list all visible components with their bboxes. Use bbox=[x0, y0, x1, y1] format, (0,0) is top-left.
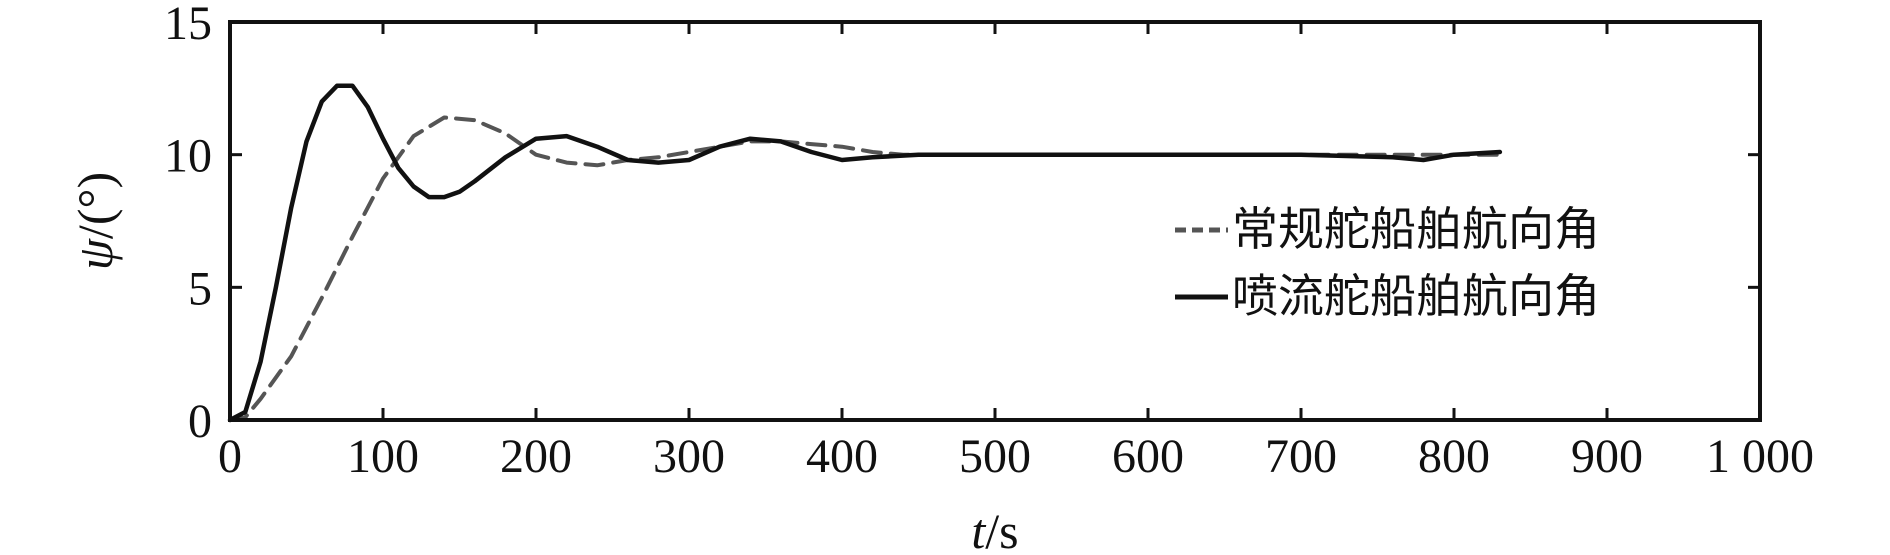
x-tick-label-500: 500 bbox=[959, 430, 1031, 483]
x-tick-label-100: 100 bbox=[347, 430, 419, 483]
x-tick-label-800: 800 bbox=[1418, 430, 1490, 483]
x-axis-label: t/s bbox=[971, 503, 1018, 555]
x-tick-label-200: 200 bbox=[500, 430, 572, 483]
x-tick-label-600: 600 bbox=[1112, 430, 1184, 483]
x-tick-label-400: 400 bbox=[806, 430, 878, 483]
x-tick-label-1000: 1 000 bbox=[1706, 430, 1814, 483]
legend-label-jet: 喷流舵船舶航向角 bbox=[1232, 269, 1600, 323]
series-line-jet bbox=[227, 83, 1503, 423]
x-tick-label-300: 300 bbox=[653, 430, 725, 483]
y-tick-label-10: 10 bbox=[164, 130, 212, 183]
x-tick-label-0: 0 bbox=[218, 430, 242, 483]
x-axis-label-var: t bbox=[971, 503, 986, 555]
y-axis-label: ψ/(°) bbox=[67, 172, 123, 270]
legend: 常规舵船舶航向角 喷流舵船舶航向角 bbox=[1175, 202, 1600, 323]
x-tick-label-900: 900 bbox=[1571, 430, 1643, 483]
y-axis-label-unit: /(°) bbox=[67, 172, 123, 239]
x-tick-label-700: 700 bbox=[1265, 430, 1337, 483]
y-tick-label-0: 0 bbox=[188, 395, 212, 448]
series-layer bbox=[227, 83, 1503, 423]
legend-label-conventional: 常规舵船舶航向角 bbox=[1232, 202, 1600, 256]
plot-frame bbox=[228, 20, 1762, 422]
y-tick-label-15: 15 bbox=[164, 0, 212, 50]
y-axis-label-var: ψ bbox=[67, 238, 123, 270]
x-axis-label-unit: /s bbox=[985, 503, 1018, 555]
x-axis: 0 100 200 300 400 500 600 700 800 900 1 000 bbox=[218, 22, 1814, 483]
y-tick-label-5: 5 bbox=[188, 262, 212, 315]
series-line-conventional bbox=[228, 115, 1502, 422]
